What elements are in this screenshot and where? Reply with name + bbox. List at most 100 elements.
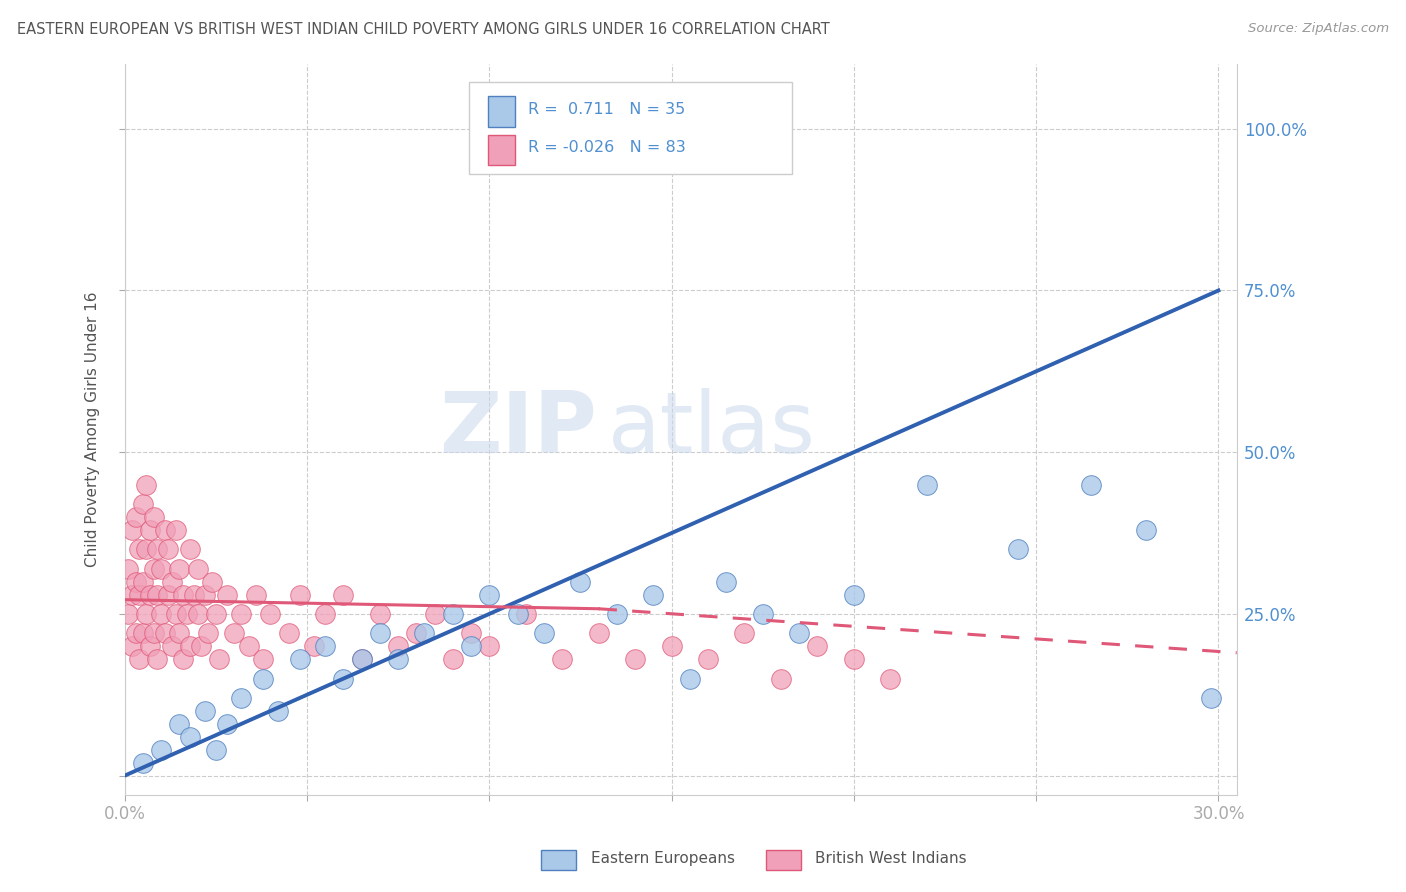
Point: [132, 497, 155, 511]
Point: [769, 672, 792, 686]
Point: [204, 743, 226, 757]
Point: [124, 509, 146, 524]
Text: ZIP: ZIP: [440, 388, 598, 471]
Point: [515, 607, 537, 621]
Point: [478, 640, 501, 654]
Point: [588, 626, 610, 640]
Text: Source: ZipAtlas.com: Source: ZipAtlas.com: [1249, 22, 1389, 36]
Point: [259, 607, 281, 621]
Point: [231, 691, 253, 706]
Point: [879, 672, 901, 686]
Point: [533, 626, 555, 640]
Y-axis label: Child Poverty Among Girls Under 16: Child Poverty Among Girls Under 16: [86, 292, 100, 567]
Point: [460, 640, 482, 654]
Point: [551, 652, 574, 666]
Point: [201, 574, 224, 589]
Point: [1080, 477, 1102, 491]
Point: [661, 640, 683, 654]
Point: [441, 607, 464, 621]
Text: R = -0.026   N = 83: R = -0.026 N = 83: [529, 140, 686, 155]
Point: [135, 477, 157, 491]
Point: [751, 607, 773, 621]
Point: [208, 652, 231, 666]
Point: [1199, 691, 1222, 706]
Point: [314, 607, 336, 621]
Point: [277, 626, 299, 640]
Point: [150, 743, 173, 757]
Point: [288, 652, 311, 666]
Point: [350, 652, 373, 666]
Text: Eastern Europeans: Eastern Europeans: [591, 851, 734, 865]
Point: [186, 561, 208, 575]
Point: [169, 561, 191, 575]
Point: [606, 607, 628, 621]
Point: [135, 607, 157, 621]
Point: [117, 561, 139, 575]
Point: [624, 652, 647, 666]
Point: [146, 588, 169, 602]
Point: [135, 542, 157, 557]
Point: [806, 640, 828, 654]
Point: [252, 672, 274, 686]
Point: [288, 588, 311, 602]
Text: EASTERN EUROPEAN VS BRITISH WEST INDIAN CHILD POVERTY AMONG GIRLS UNDER 16 CORRE: EASTERN EUROPEAN VS BRITISH WEST INDIAN …: [17, 22, 830, 37]
Point: [215, 588, 238, 602]
Point: [387, 652, 409, 666]
Point: [314, 640, 336, 654]
Point: [405, 626, 427, 640]
Point: [186, 607, 208, 621]
Point: [302, 640, 325, 654]
Point: [222, 626, 245, 640]
Point: [368, 607, 391, 621]
Point: [132, 574, 155, 589]
Point: [169, 626, 191, 640]
Point: [153, 626, 176, 640]
Point: [915, 477, 938, 491]
Point: [124, 626, 146, 640]
Point: [121, 640, 143, 654]
Point: [128, 652, 150, 666]
Point: [160, 640, 183, 654]
Point: [139, 640, 162, 654]
Point: [146, 652, 169, 666]
Point: [139, 523, 162, 537]
Point: [190, 640, 212, 654]
Point: [128, 542, 150, 557]
Point: [157, 588, 180, 602]
Point: [150, 561, 173, 575]
Point: [142, 509, 165, 524]
Text: British West Indians: British West Indians: [815, 851, 967, 865]
Point: [132, 626, 155, 640]
Point: [172, 652, 194, 666]
Point: [121, 588, 143, 602]
Point: [146, 542, 169, 557]
Point: [412, 626, 434, 640]
Point: [643, 588, 665, 602]
Point: [197, 626, 219, 640]
Point: [332, 672, 354, 686]
Point: [117, 607, 139, 621]
Point: [179, 640, 201, 654]
Point: [238, 640, 260, 654]
Point: [139, 588, 162, 602]
Point: [124, 574, 146, 589]
Point: [252, 652, 274, 666]
Point: [441, 652, 464, 666]
Point: [1135, 523, 1157, 537]
Point: [215, 717, 238, 731]
Point: [157, 542, 180, 557]
Point: [172, 588, 194, 602]
Point: [508, 607, 530, 621]
Point: [245, 588, 267, 602]
Point: [204, 607, 226, 621]
Point: [231, 607, 253, 621]
Point: [478, 588, 501, 602]
Point: [150, 607, 173, 621]
Point: [569, 574, 592, 589]
Point: [267, 704, 290, 718]
FancyBboxPatch shape: [470, 82, 792, 174]
Point: [169, 717, 191, 731]
Point: [368, 626, 391, 640]
Point: [142, 626, 165, 640]
Bar: [488, 96, 515, 127]
